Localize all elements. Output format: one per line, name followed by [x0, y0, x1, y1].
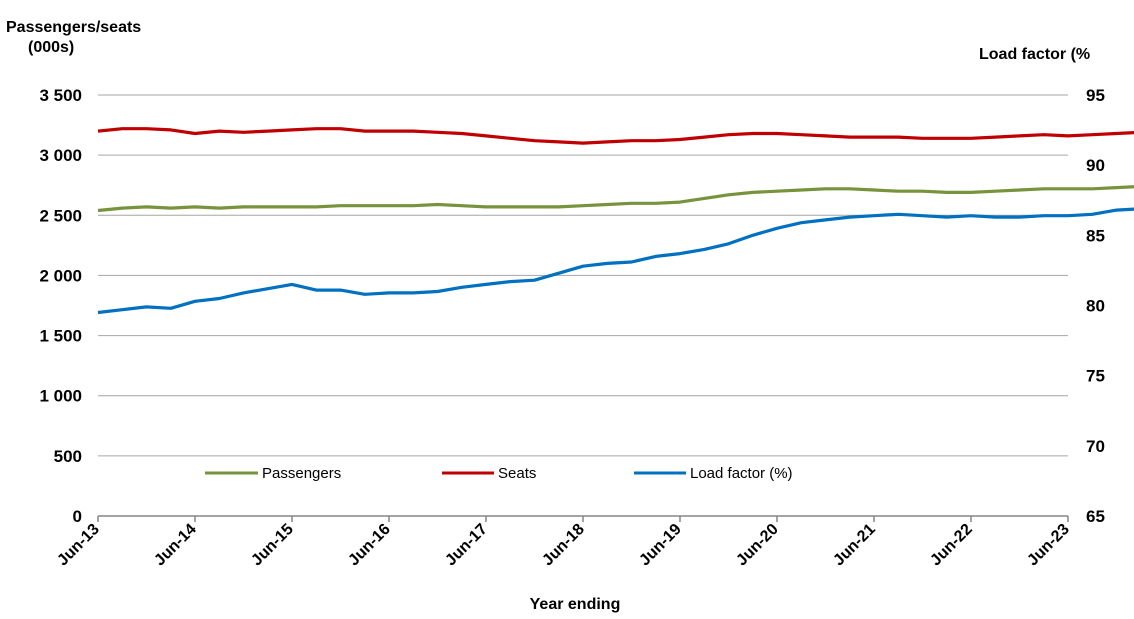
x-tick-label: Jun-16	[345, 521, 394, 570]
x-tick-label: Jun-22	[927, 521, 976, 570]
x-tick-label: Jun-18	[539, 521, 588, 570]
series-lines	[97, 127, 1134, 315]
y-tick-label-right: 70	[1086, 437, 1105, 456]
x-tick-label: Jun-23	[1024, 521, 1073, 570]
y-tick-label-left: 500	[54, 447, 82, 466]
legend: Passengers Seats Load factor (%)	[205, 465, 793, 482]
x-tick-label: Jun-14	[151, 521, 200, 570]
x-tick-label: Jun-15	[248, 521, 297, 570]
y-tick-label-left: 2 000	[39, 266, 82, 285]
legend-label-passengers: Passengers	[262, 465, 341, 482]
y-tick-label-right: 95	[1086, 86, 1105, 105]
y-tick-label-right: 80	[1086, 297, 1105, 316]
x-tick-label: Jun-13	[54, 521, 103, 570]
y-axis-title-left-line1: Passengers/seats	[6, 19, 141, 36]
x-tick-label: Jun-21	[830, 521, 879, 570]
x-tick-label: Jun-19	[636, 521, 685, 570]
y-tick-label-left: 2 500	[39, 206, 82, 225]
series-line-seats	[97, 127, 1134, 145]
gridlines	[98, 94, 1068, 457]
x-tick-label: Jun-20	[733, 521, 782, 570]
y-tick-label-right: 65	[1086, 507, 1105, 526]
y-tick-label-right: 85	[1086, 226, 1105, 245]
x-axis-title: Year ending	[530, 596, 621, 613]
x-tick-label: Jun-17	[442, 521, 491, 570]
legend-label-seats: Seats	[498, 465, 536, 482]
series-line-passengers	[97, 185, 1134, 213]
legend-label-load-factor: Load factor (%)	[690, 465, 793, 482]
y-tick-label-left: 3 000	[39, 146, 82, 165]
y-tick-label-left: 1 500	[39, 327, 82, 346]
y-tick-label-left: 0	[73, 507, 82, 526]
axes: 0 500 1 000 1 500 2 000 2 500 3 000 3 500 65 70 75…	[39, 86, 1104, 569]
y-tick-label-left: 1 000	[39, 387, 82, 406]
y-tick-label-right: 90	[1086, 156, 1105, 175]
series-line-load-factor	[97, 207, 1134, 315]
y-tick-label-left: 3 500	[39, 86, 82, 105]
y-axis-title-right: Load factor (%	[979, 46, 1090, 63]
y-axis-title-left-line2: (000s)	[28, 39, 74, 56]
y-tick-label-right: 75	[1086, 367, 1105, 386]
